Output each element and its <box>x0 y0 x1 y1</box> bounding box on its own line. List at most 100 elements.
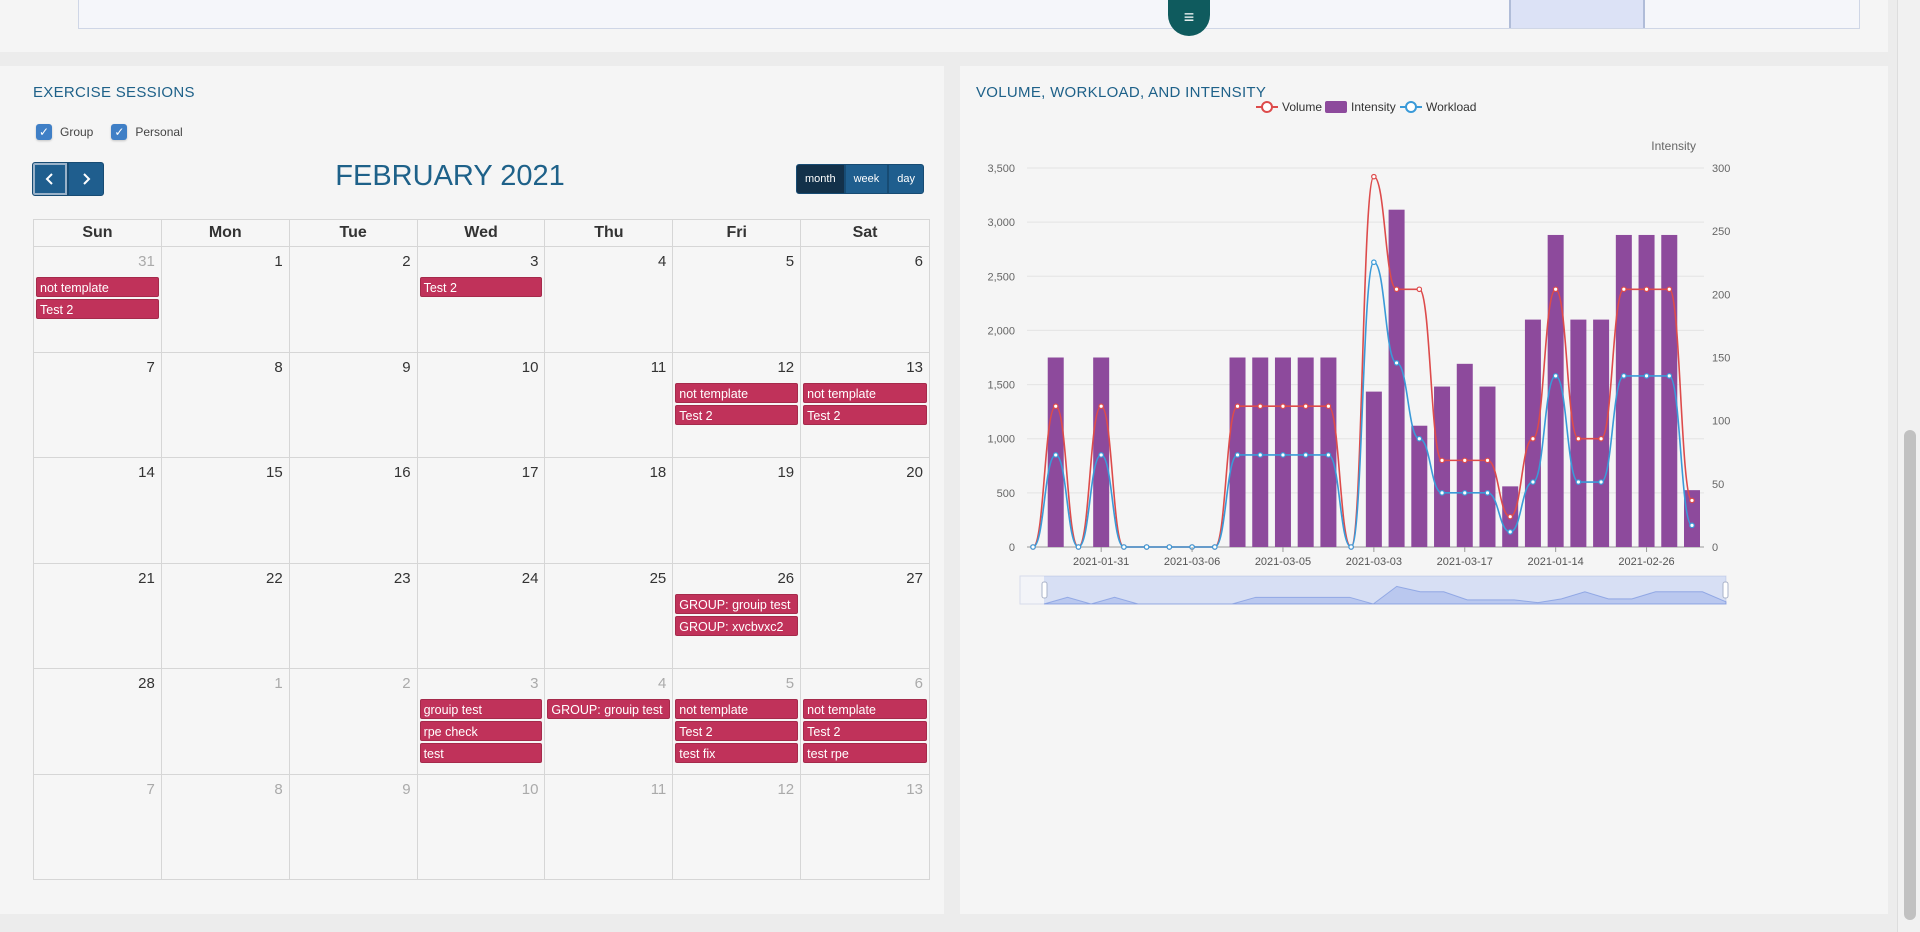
calendar-event[interactable]: test <box>419 743 543 763</box>
calendar-event[interactable]: Test 2 <box>803 721 927 741</box>
workload-point[interactable] <box>1234 452 1241 458</box>
page-scrollbar[interactable] <box>1897 0 1920 932</box>
month-view-button[interactable]: month <box>796 164 845 194</box>
calendar-day[interactable]: 10 <box>418 774 546 879</box>
hamburger-menu-icon[interactable]: ≡ <box>1168 0 1210 36</box>
volume-point[interactable] <box>1052 403 1059 410</box>
volume-point[interactable] <box>1302 403 1309 410</box>
workload-point[interactable] <box>1098 452 1104 458</box>
legend-intensity-swatch[interactable] <box>1325 101 1347 113</box>
intensity-bar[interactable] <box>1615 234 1632 547</box>
volume-point[interactable] <box>1393 286 1400 293</box>
day-number[interactable]: 2 <box>402 675 411 692</box>
calendar-event[interactable]: not template <box>803 382 927 403</box>
intensity-bar[interactable] <box>1479 386 1496 547</box>
calendar-day[interactable]: 13 <box>801 775 929 880</box>
calendar-day[interactable]: 8 <box>162 774 290 879</box>
calendar-day[interactable]: 13 not template Test 2 <box>801 353 929 458</box>
day-number[interactable]: 25 <box>649 569 667 587</box>
workload-point[interactable] <box>1484 490 1491 496</box>
next-month-button[interactable] <box>68 162 104 196</box>
workload-point[interactable] <box>1507 529 1514 535</box>
workload-point[interactable] <box>1621 373 1627 379</box>
workload-point[interactable] <box>1143 544 1150 550</box>
legend-volume-marker[interactable] <box>1261 101 1273 113</box>
calendar-day[interactable]: 12 <box>673 774 802 879</box>
workload-point[interactable] <box>1461 490 1468 496</box>
day-number[interactable]: 17 <box>521 464 539 481</box>
intensity-bar[interactable] <box>1593 319 1610 547</box>
day-number[interactable]: 16 <box>393 464 411 481</box>
day-number[interactable]: 8 <box>274 358 283 376</box>
volume-point[interactable] <box>1666 286 1673 293</box>
day-number[interactable]: 8 <box>274 780 283 798</box>
volume-point[interactable] <box>1530 435 1536 442</box>
calendar-day[interactable]: 7 <box>34 352 162 457</box>
intensity-bar[interactable] <box>1661 234 1678 547</box>
day-number[interactable]: 1 <box>274 253 283 270</box>
intensity-bar[interactable] <box>1456 363 1473 547</box>
volume-point[interactable] <box>1234 403 1241 410</box>
calendar-day[interactable]: 31 not template Test 2 <box>34 247 162 352</box>
day-number[interactable]: 28 <box>138 675 155 692</box>
workload-point[interactable] <box>1689 522 1695 529</box>
day-number[interactable]: 13 <box>906 780 923 798</box>
calendar-event[interactable]: test fix <box>675 743 799 763</box>
calendar-day[interactable]: 21 <box>34 563 162 668</box>
day-number[interactable]: 27 <box>906 569 923 587</box>
data-zoom-preview[interactable] <box>1043 585 1727 605</box>
calendar-day[interactable]: 9 <box>290 352 418 457</box>
day-number[interactable]: 7 <box>146 780 155 798</box>
volume-point[interactable] <box>1416 286 1423 293</box>
day-number[interactable]: 7 <box>146 358 155 376</box>
volume-point[interactable] <box>1439 457 1445 464</box>
day-number[interactable]: 10 <box>521 780 539 798</box>
checkbox-personal[interactable]: ✓ <box>111 124 128 140</box>
intensity-bar[interactable] <box>1684 490 1700 547</box>
calendar-day[interactable]: 8 <box>162 352 290 457</box>
workload-point[interactable] <box>1121 544 1127 550</box>
calendar-event[interactable]: Test 2 <box>419 277 543 297</box>
calendar-day[interactable]: 2 <box>290 247 418 352</box>
day-number[interactable]: 4 <box>657 675 667 692</box>
day-number[interactable]: 5 <box>785 675 795 692</box>
calendar-event[interactable]: Test 2 <box>36 299 159 319</box>
day-number[interactable]: 3 <box>530 253 539 270</box>
intensity-bar[interactable] <box>1434 386 1451 547</box>
calendar-event[interactable]: Test 2 <box>803 404 927 425</box>
day-number[interactable]: 5 <box>785 253 795 270</box>
volume-point[interactable] <box>1257 403 1264 410</box>
day-number[interactable]: 9 <box>402 780 411 798</box>
workload-point[interactable] <box>1280 452 1286 458</box>
calendar-day[interactable]: 17 <box>418 458 546 563</box>
day-number[interactable]: 6 <box>914 253 923 270</box>
day-number[interactable]: 24 <box>521 569 539 587</box>
calendar-day[interactable]: 5 <box>673 247 802 352</box>
calendar-day[interactable]: 22 <box>162 563 290 668</box>
workload-point[interactable] <box>1666 373 1673 379</box>
volume-point[interactable] <box>1325 403 1332 410</box>
workload-point[interactable] <box>1211 544 1218 550</box>
previous-chart-zoom-slider[interactable] <box>78 0 1860 29</box>
calendar-event[interactable]: test rpe <box>803 743 927 763</box>
workload-point[interactable] <box>1393 360 1400 366</box>
workload-point[interactable] <box>1416 435 1423 442</box>
calendar-event[interactable]: not template <box>675 699 799 719</box>
calendar-day[interactable]: 26 GROUP: grouip test GROUP: xvcbvxc2 <box>673 563 802 668</box>
workload-point[interactable] <box>1643 373 1650 379</box>
calendar-event[interactable]: GROUP: xvcbvxc2 <box>675 615 799 636</box>
day-number[interactable]: 12 <box>777 780 795 798</box>
week-view-button[interactable]: week <box>844 164 889 194</box>
day-number[interactable]: 31 <box>138 253 155 270</box>
volume-point[interactable] <box>1552 286 1559 293</box>
intensity-bar[interactable] <box>1411 425 1428 547</box>
workload-point[interactable] <box>1075 544 1082 550</box>
calendar-day[interactable]: 10 <box>418 352 546 457</box>
volume-point[interactable] <box>1507 513 1514 520</box>
day-number[interactable]: 6 <box>914 675 923 692</box>
calendar-day[interactable]: 4 <box>545 247 674 352</box>
day-number[interactable]: 4 <box>657 253 667 270</box>
calendar-event[interactable]: rpe check <box>419 721 543 741</box>
workload-point[interactable] <box>1348 544 1354 550</box>
workload-point[interactable] <box>1552 373 1559 379</box>
